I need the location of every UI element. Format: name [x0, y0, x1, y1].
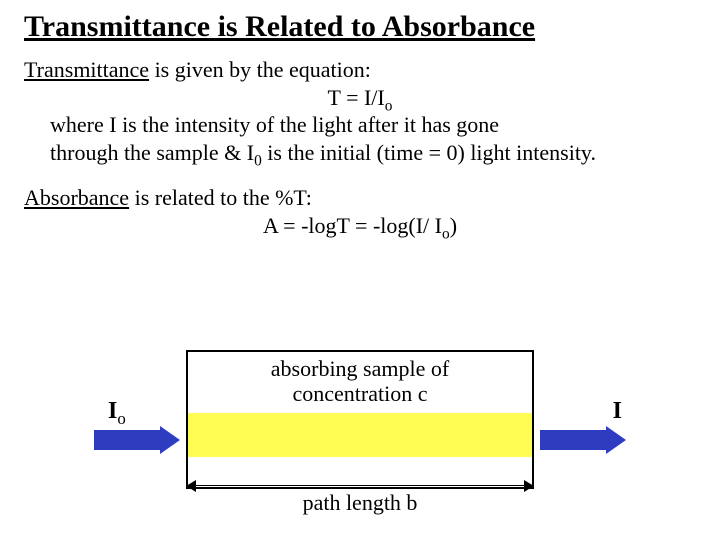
p2b-post: is the initial (time = 0) light intensit… [262, 140, 596, 165]
sample-caption: absorbing sample of concentration c [188, 352, 532, 413]
transmitted-arrow-icon [540, 426, 626, 454]
p2b-pre: through the sample & I [50, 140, 254, 165]
para-explain-1: where I is the intensity of the light af… [24, 111, 696, 139]
path-length-label: path length b [186, 490, 534, 516]
lead-transmittance: Transmittance [24, 57, 149, 82]
para-transmittance-tail: is given by the equation: [149, 57, 371, 82]
sample-box: absorbing sample of concentration c [186, 350, 534, 489]
incident-arrow-icon [94, 426, 180, 454]
para-explain-2: through the sample & I0 is the initial (… [24, 139, 696, 167]
equation-absorbance: A = -logT = -log(I/ Io) [24, 212, 696, 240]
equation-transmittance: T = I/Io [24, 84, 696, 112]
incident-intensity-label: Io [108, 398, 126, 425]
para-absorbance-tail: is related to the %T: [129, 185, 312, 210]
sample-line2: concentration c [293, 381, 428, 406]
sample-band [188, 413, 532, 457]
sample-line1: absorbing sample of [271, 356, 449, 381]
io-pre: I [108, 398, 117, 424]
slide-title: Transmittance is Related to Absorbance [24, 10, 696, 44]
eq2-post: ) [450, 213, 457, 238]
lead-absorbance: Absorbance [24, 185, 129, 210]
beer-lambert-diagram: Io I absorbing sample of concentration c… [0, 330, 720, 520]
eq2-pre: A = -logT = -log(I/ I [263, 213, 442, 238]
eq1-pre: T = I/I [328, 85, 385, 110]
p2b-sub: 0 [254, 152, 262, 169]
eq2-sub: o [442, 225, 450, 242]
transmitted-intensity-label: I [613, 398, 622, 425]
para-transmittance: Transmittance is given by the equation: [24, 56, 696, 84]
io-sub: o [117, 409, 125, 428]
para-absorbance: Absorbance is related to the %T: [24, 184, 696, 212]
